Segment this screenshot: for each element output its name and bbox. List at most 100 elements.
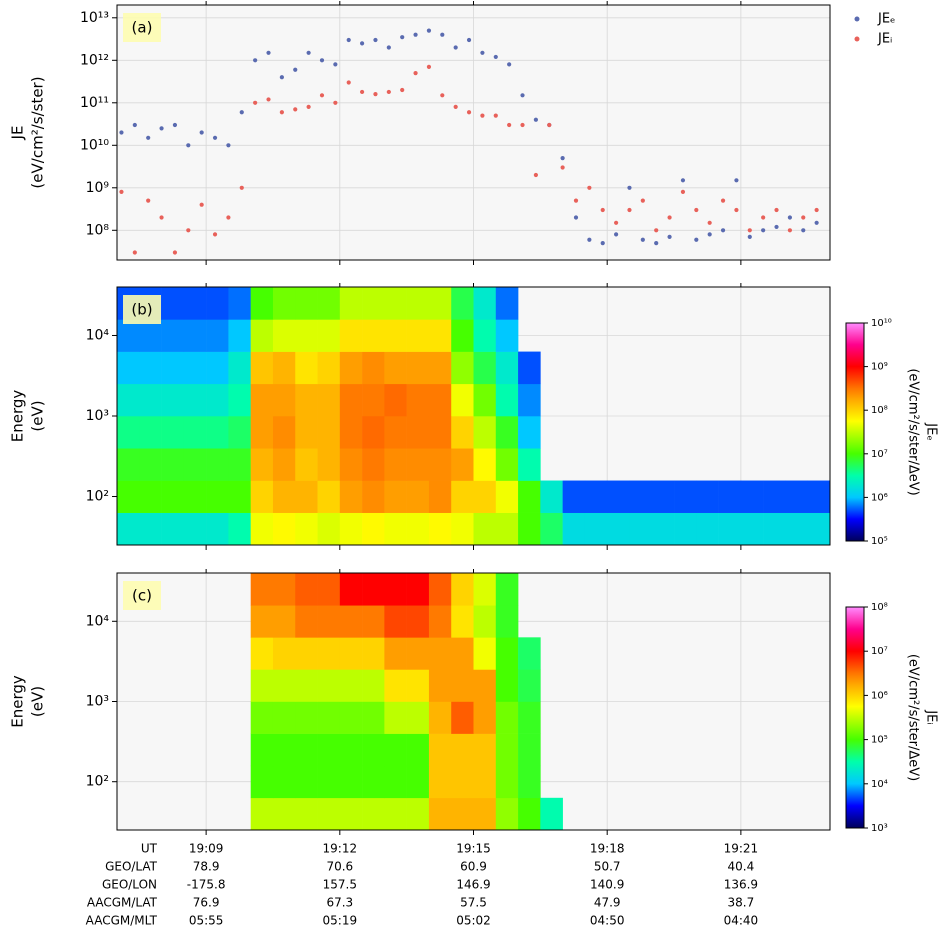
heatmap-cell [295, 765, 318, 799]
heatmap-cell [428, 733, 452, 767]
heatmap-cell [272, 637, 296, 670]
data-point [239, 185, 244, 190]
heatmap-cell [562, 512, 586, 546]
y-tick-label: 10¹⁰ [80, 137, 109, 153]
heatmap-cell [228, 480, 251, 513]
ephemeris-row-label: GEO/LAT [105, 860, 158, 874]
heatmap-cell [428, 701, 452, 734]
heatmap-cell [451, 637, 474, 670]
heatmap-cell [317, 448, 341, 481]
colorbar-label: JEₑ [924, 422, 939, 440]
heatmap-cell [406, 765, 430, 799]
heatmap-cell [785, 512, 809, 546]
heatmap-cell [295, 669, 318, 702]
heatmap-cell [295, 797, 318, 831]
heatmap-cell [518, 637, 541, 670]
ephemeris-value: 67.3 [326, 896, 353, 910]
heatmap-cell [495, 383, 519, 417]
heatmap-cell [384, 383, 407, 417]
data-point [667, 234, 672, 239]
heatmap-cell [384, 351, 407, 385]
data-point [359, 89, 365, 95]
heatmap-cell [384, 480, 407, 513]
heatmap-cell [518, 512, 541, 546]
heatmap-cell [339, 637, 363, 670]
heatmap-cell [406, 448, 430, 481]
heatmap-cell [250, 637, 274, 670]
data-point [440, 32, 445, 37]
ephemeris-value: 78.9 [193, 860, 220, 874]
data-point [306, 50, 311, 55]
heatmap-cell [451, 733, 474, 767]
heatmap-cell [295, 319, 318, 352]
heatmap-cell [250, 351, 274, 385]
annotation-box [123, 13, 161, 42]
heatmap-cell [139, 512, 162, 546]
data-point [346, 80, 351, 85]
data-point [293, 67, 298, 72]
y-tick-label: 10² [86, 489, 109, 505]
data-point [172, 250, 178, 255]
heatmap-cell [473, 605, 497, 638]
heatmap-cell [250, 480, 274, 513]
heatmap-cell [139, 448, 162, 481]
data-point [654, 228, 659, 233]
heatmap-cell [406, 573, 430, 606]
heatmap-cell [362, 733, 385, 767]
heatmap-cell [161, 319, 185, 352]
y-tick-label: 10¹¹ [80, 95, 109, 111]
heatmap-cell [339, 797, 363, 831]
heatmap-cell [428, 797, 452, 831]
data-point [747, 228, 752, 233]
y-tick-label: 10¹³ [80, 10, 109, 26]
colorbar-label: JEᵢ [924, 709, 939, 724]
heatmap-cell [317, 512, 341, 546]
annotation: (c) [132, 587, 152, 605]
data-point [814, 220, 819, 225]
ephemeris-value: 05:02 [456, 914, 491, 928]
heatmap-cell [451, 605, 474, 638]
heatmap-cell [518, 480, 541, 513]
heatmap-cell [161, 351, 185, 385]
colorbar-tick-label: 10³ [871, 823, 888, 834]
data-point [159, 126, 164, 131]
heatmap-cell [295, 416, 318, 449]
data-point [667, 215, 672, 220]
data-point [507, 122, 512, 128]
heatmap-cell [406, 512, 430, 546]
heatmap-cell [473, 512, 497, 546]
plot-area [117, 287, 831, 546]
heatmap-cell [518, 701, 541, 734]
ephemeris-value: 140.9 [590, 878, 624, 892]
legend-marker [854, 16, 860, 22]
heatmap-cell [183, 383, 207, 417]
heatmap-cell [161, 480, 185, 513]
data-point [680, 178, 686, 183]
data-point [774, 207, 779, 213]
data-point [560, 165, 565, 170]
data-point [480, 113, 485, 118]
heatmap-cell [228, 351, 251, 385]
data-point [400, 87, 405, 93]
heatmap-cell [362, 351, 385, 385]
heatmap-cell [495, 416, 519, 449]
y-tick-label: 10³ [86, 408, 109, 424]
heatmap-cell [272, 512, 296, 546]
heatmap-cell [228, 512, 251, 546]
y-tick-label: 10⁴ [86, 613, 110, 629]
data-point [600, 240, 605, 246]
ephemeris-value: 60.9 [460, 860, 487, 874]
heatmap-cell [117, 512, 140, 546]
heatmap-cell [139, 383, 162, 417]
heatmap-cell [339, 669, 363, 702]
heatmap-cell [807, 512, 831, 546]
heatmap-cell [740, 480, 764, 513]
colorbar-tick-label: 10⁴ [871, 779, 888, 790]
heatmap-cell [473, 765, 497, 799]
heatmap-cell [518, 669, 541, 702]
heatmap-cell [272, 605, 296, 638]
y-tick-label: 10⁹ [86, 180, 110, 196]
heatmap-cell [250, 287, 274, 320]
heatmap-cell [495, 605, 519, 638]
